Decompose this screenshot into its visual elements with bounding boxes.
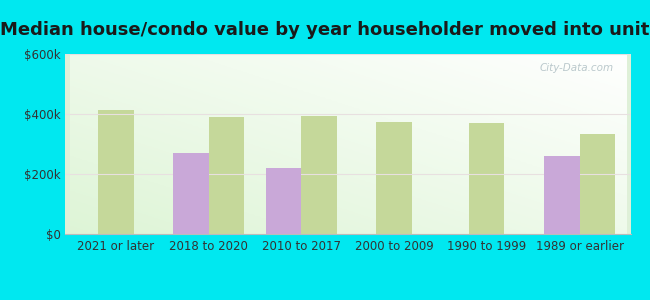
Bar [98,110,134,234]
Bar [266,168,302,234]
Bar [544,156,580,234]
Text: Median house/condo value by year householder moved into unit: Median house/condo value by year househo… [0,21,650,39]
Text: City-Data.com: City-Data.com [540,63,614,73]
Bar [174,153,209,234]
Bar [580,134,615,234]
Legend: Queen Anne, Maryland: Queen Anne, Maryland [234,297,462,300]
Bar [209,117,244,234]
Bar [376,122,411,234]
Bar [469,123,504,234]
Bar [302,116,337,234]
